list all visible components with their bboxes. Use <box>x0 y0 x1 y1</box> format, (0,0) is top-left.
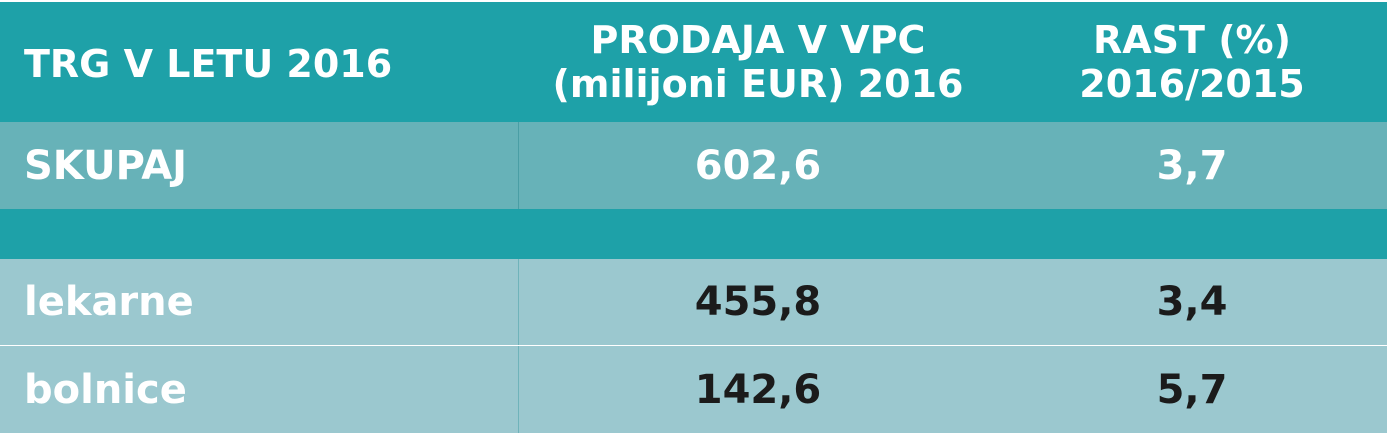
table-row-total: SKUPAJ 602,6 3,7 <box>0 122 1387 209</box>
header-growth-line1: RAST (%) <box>1093 18 1291 62</box>
row-sales-value: 602,6 <box>694 142 822 189</box>
table-spacer <box>0 209 1387 259</box>
header-sales-line1: PRODAJA V VPC <box>590 18 926 62</box>
table-row: lekarne 455,8 3,4 <box>0 259 1387 345</box>
row-sales-value: 455,8 <box>694 279 822 325</box>
row-label: bolnice <box>0 346 519 433</box>
row-label: SKUPAJ <box>0 122 519 209</box>
header-sales-line2: (milijoni EUR) 2016 <box>552 62 964 106</box>
row-sales-value: 142,6 <box>694 366 822 413</box>
table-header: TRG V LETU 2016 PRODAJA V VPC (milijoni … <box>0 0 1387 122</box>
header-sales: PRODAJA V VPC (milijoni EUR) 2016 <box>519 2 997 122</box>
header-growth-line2: 2016/2015 <box>1079 62 1305 106</box>
row-growth-value: 3,4 <box>1156 279 1228 325</box>
header-market: TRG V LETU 2016 <box>0 2 519 122</box>
row-growth-value: 5,7 <box>1156 366 1228 413</box>
row-label: lekarne <box>0 259 519 345</box>
row-growth-value: 3,7 <box>1156 142 1228 189</box>
header-market-label: TRG V LETU 2016 <box>24 42 393 86</box>
table-row: bolnice 142,6 5,7 <box>0 346 1387 433</box>
header-growth: RAST (%) 2016/2015 <box>997 2 1387 122</box>
